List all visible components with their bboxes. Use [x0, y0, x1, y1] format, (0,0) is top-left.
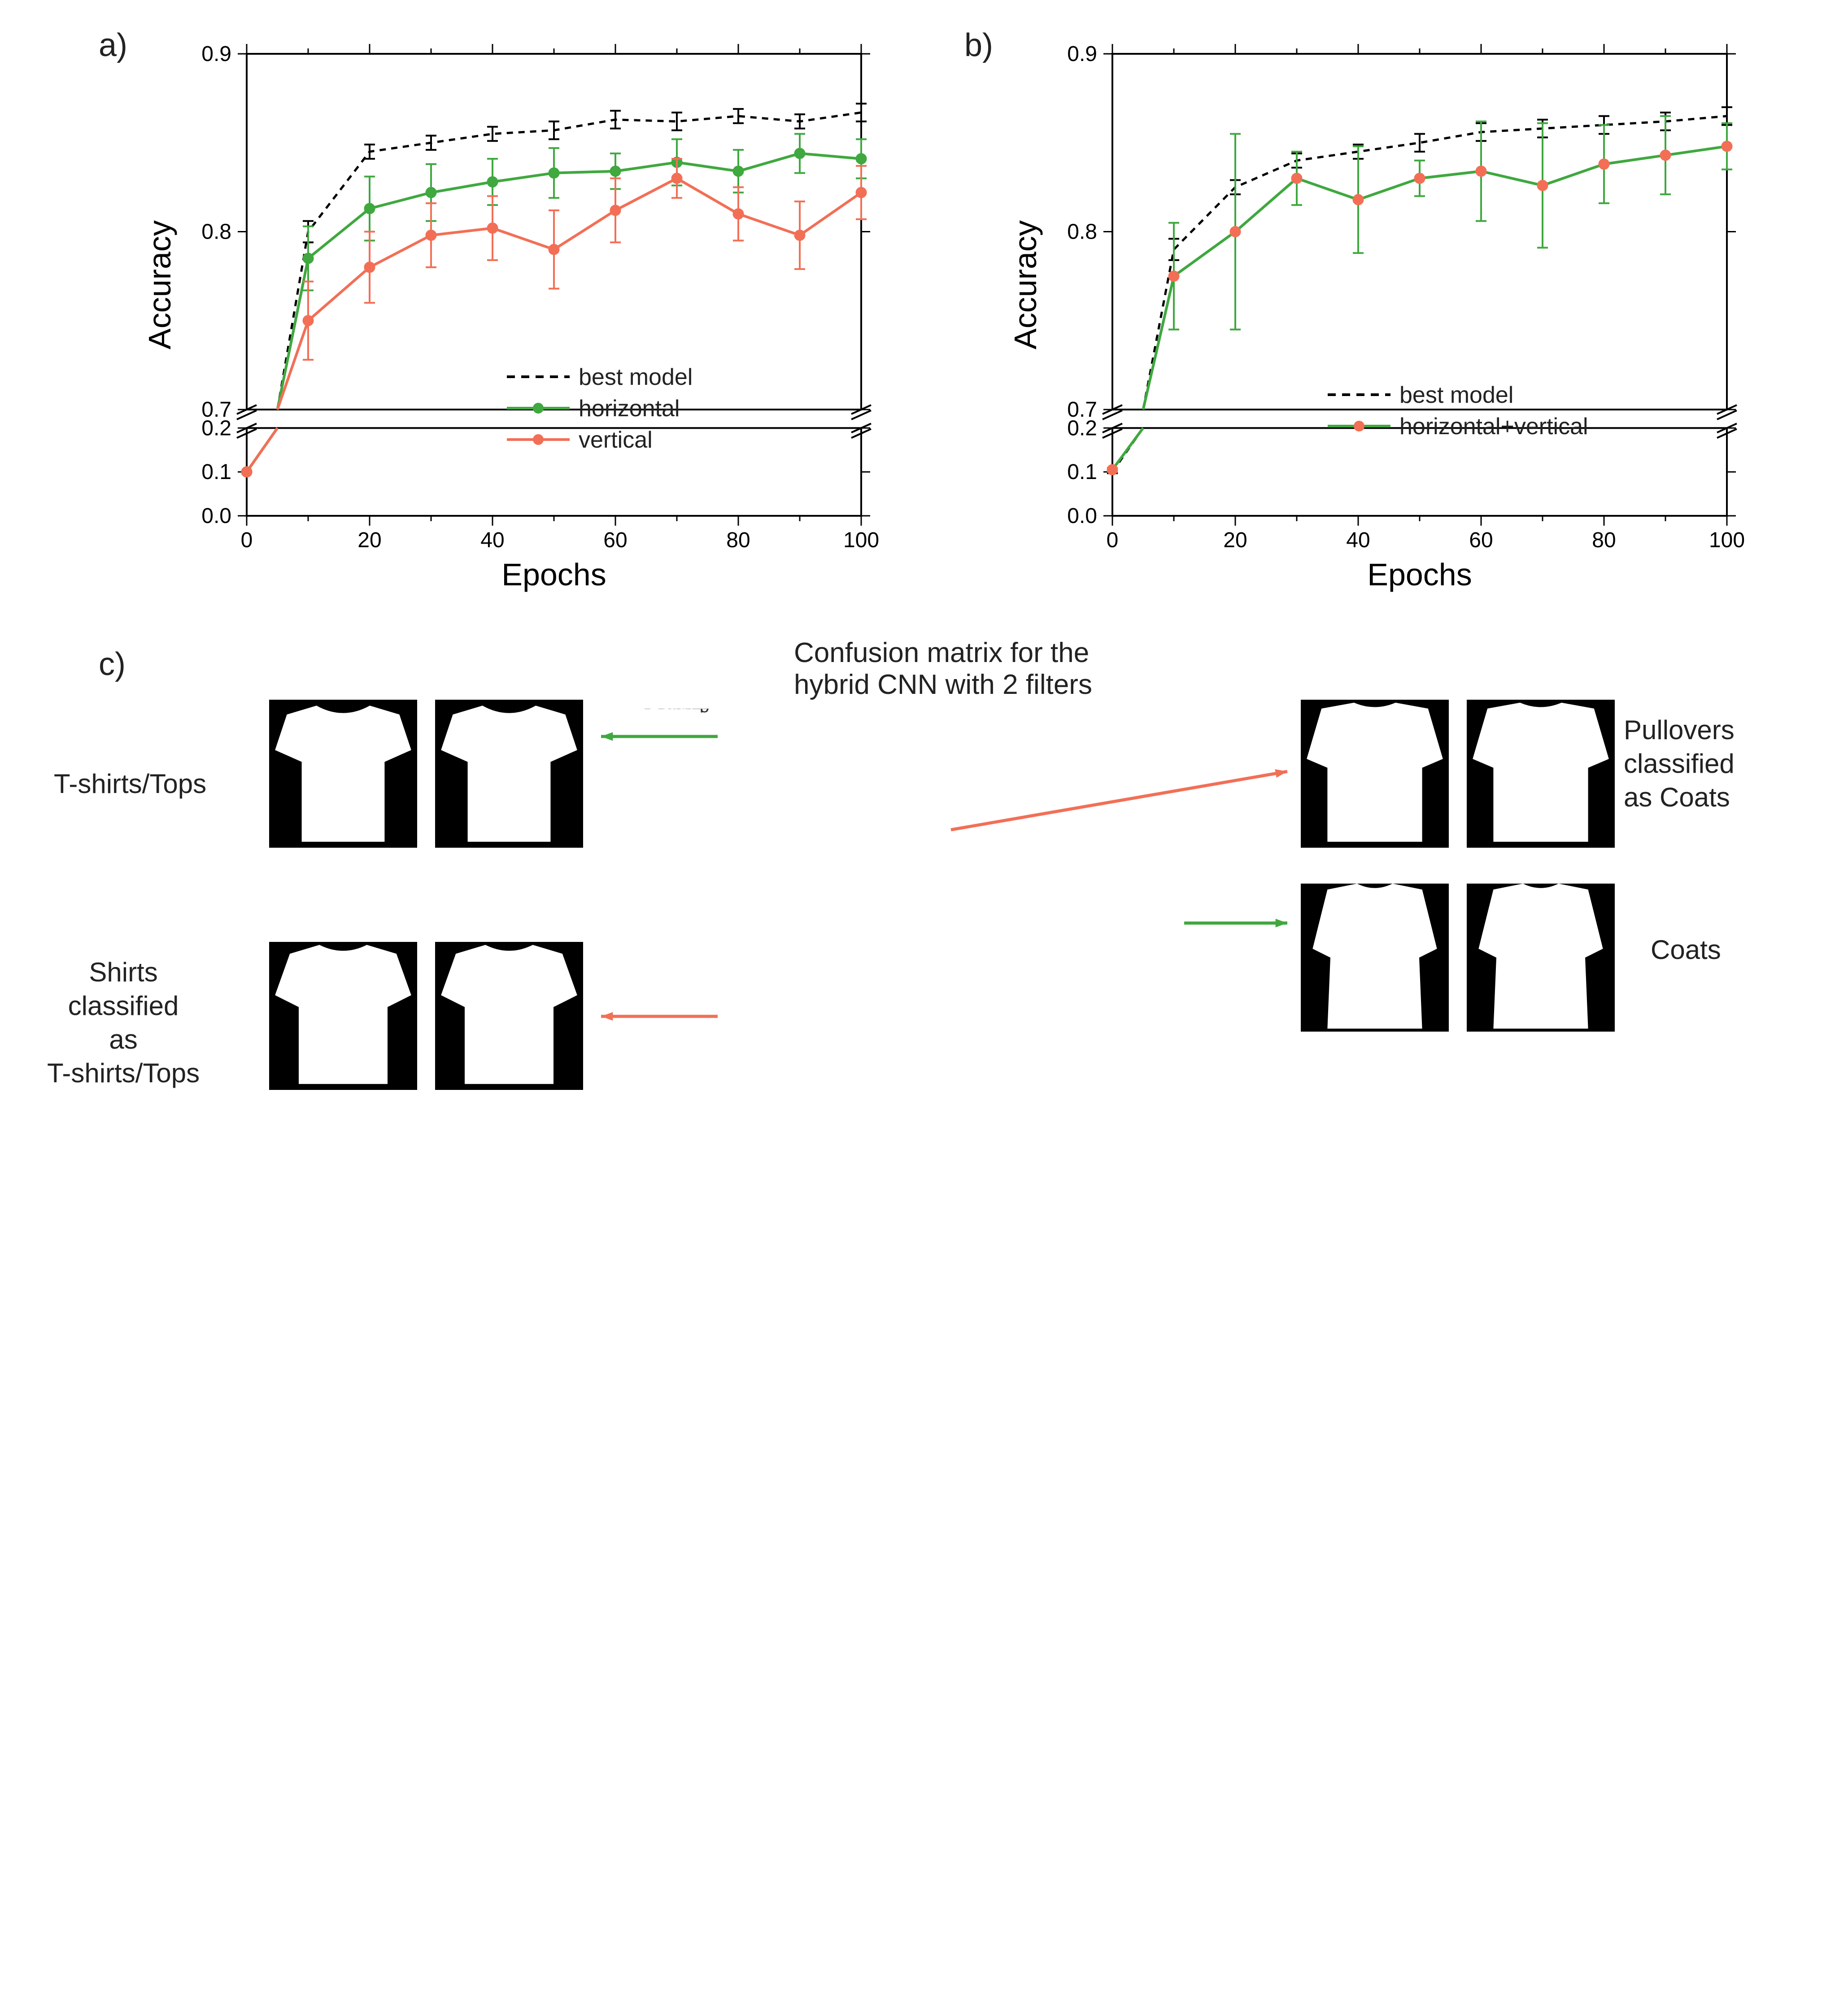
xtick-label: 0 — [241, 528, 253, 552]
ytick-label: 0.9 — [201, 42, 231, 66]
xtick-label: 40 — [480, 528, 504, 552]
chart-svg: 0204060801000.00.10.20.70.80.9EpochsAccu… — [987, 22, 1776, 606]
confusion-matrix: 15%17%85%95%78%85%75%92%57%97%95%94%T-sh… — [556, 709, 1848, 1991]
coat-example-thumb — [1467, 884, 1615, 1032]
xtick-label: 20 — [1223, 528, 1247, 552]
ytick-label: 0.1 — [1067, 460, 1097, 484]
xtick-label: 0 — [1107, 528, 1119, 552]
ylabel: Accuracy — [142, 220, 177, 349]
legend-label: best model — [1399, 382, 1513, 408]
legend-label: horizontal — [579, 396, 680, 422]
cm-row-label: Ankle Boot — [623, 709, 710, 713]
legend-label: horizontal+vertical — [1399, 414, 1588, 440]
caption-pullovers-as-coats: Pulloversclassifiedas Coats — [1624, 713, 1735, 814]
pullover-as-coat-example-thumb — [1467, 700, 1615, 848]
xtick-label: 40 — [1346, 528, 1370, 552]
xtick-label: 80 — [726, 528, 750, 552]
xtick-label: 80 — [1592, 528, 1616, 552]
shirt-as-tshirt-example-thumb — [269, 942, 417, 1090]
xtick-label: 20 — [357, 528, 381, 552]
ytick-label: 0.0 — [201, 504, 231, 528]
xtick-label: 100 — [843, 528, 879, 552]
xtick-label: 60 — [1469, 528, 1493, 552]
ytick-label: 0.0 — [1067, 504, 1097, 528]
shirt-as-tshirt-example-thumb — [435, 942, 583, 1090]
chart-a: 0204060801000.00.10.20.70.80.9EpochsAccu… — [121, 22, 911, 606]
chart-b: 0204060801000.00.10.20.70.80.9EpochsAccu… — [987, 22, 1776, 606]
caption-tshirts: T-shirts/Tops — [54, 767, 206, 801]
xtick-label: 100 — [1709, 528, 1745, 552]
tshirt-example-thumb — [435, 700, 583, 848]
caption-coats: Coats — [1651, 933, 1721, 967]
ytick-label: 0.8 — [1067, 220, 1097, 244]
coat-example-thumb — [1301, 884, 1449, 1032]
caption-shirts-as-tshirts: ShirtsclassifiedasT-shirts/Tops — [47, 955, 200, 1090]
ytick-label: 0.7 — [201, 398, 231, 422]
tshirt-example-thumb — [269, 700, 417, 848]
xtick-label: 60 — [603, 528, 627, 552]
ytick-label: 0.7 — [1067, 398, 1097, 422]
cm-title: Confusion matrix for thehybrid CNN with … — [794, 637, 1092, 701]
ytick-label: 0.1 — [201, 460, 231, 484]
ytick-label: 0.8 — [201, 220, 231, 244]
xlabel: Epochs — [1367, 557, 1472, 592]
figure-root: a)b)c)0204060801000.00.10.20.70.80.9Epoc… — [0, 0, 1848, 1282]
ytick-label: 0.9 — [1067, 42, 1097, 66]
ylabel: Accuracy — [1008, 220, 1043, 349]
chart-svg: 0204060801000.00.10.20.70.80.9EpochsAccu… — [121, 22, 911, 606]
pullover-as-coat-example-thumb — [1301, 700, 1449, 848]
panel-label-c: c) — [99, 646, 126, 683]
xlabel: Epochs — [501, 557, 606, 592]
legend-label: vertical — [579, 427, 653, 453]
legend-label: best model — [579, 364, 693, 390]
